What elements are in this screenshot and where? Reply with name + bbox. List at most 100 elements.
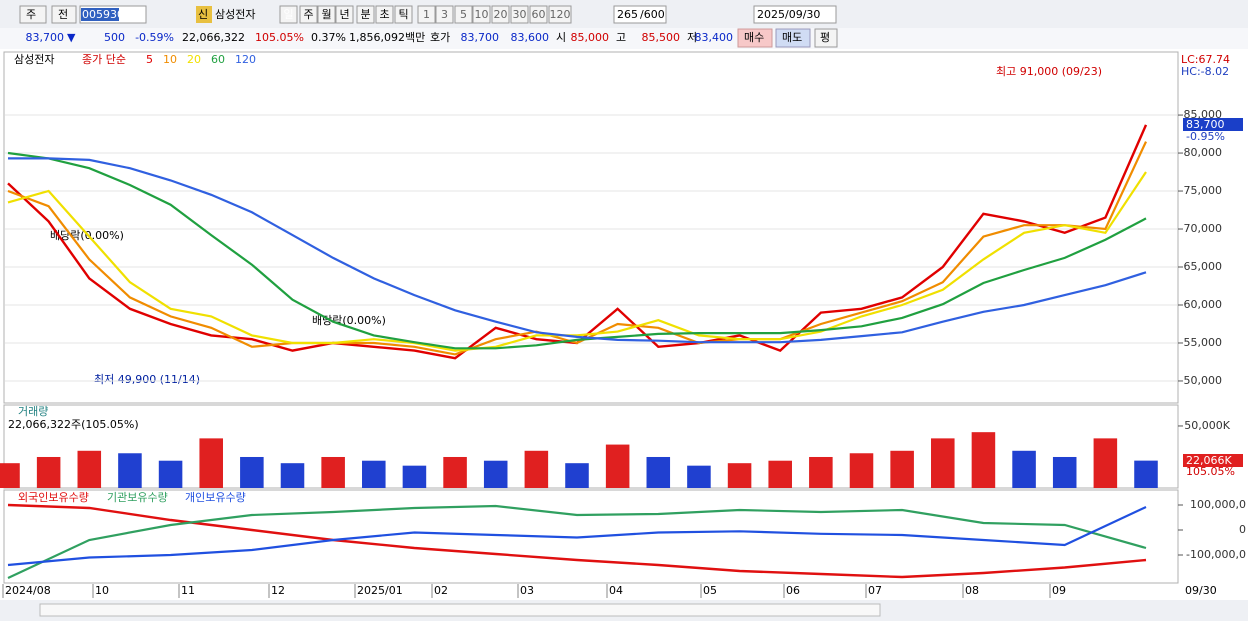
interval: 20 [494, 8, 508, 21]
volume-bar [118, 453, 142, 488]
y-tick-label: -100,000,0 [1186, 548, 1246, 561]
series-line [7, 171, 1147, 352]
series-line [7, 506, 1147, 567]
volume-bar [1012, 450, 1036, 488]
x-tick-label: 09 [1052, 584, 1066, 597]
interval-button[interactable] [529, 5, 548, 24]
period: 일 [283, 7, 293, 21]
interval-button[interactable] [472, 5, 491, 24]
period: 주 [303, 8, 313, 21]
volume-panel [3, 404, 1179, 489]
interval-button[interactable] [548, 5, 572, 24]
legend-entry: 5 [146, 53, 153, 66]
legend-entry: 외국인보유수량 [18, 491, 89, 504]
volume-bar [931, 438, 955, 488]
y-tick-label: 65,000 [1184, 260, 1223, 273]
period-button[interactable] [279, 5, 298, 24]
interval-button[interactable] [435, 5, 454, 24]
volume-bar [646, 456, 671, 488]
y-tick-label: 50,000K [1184, 419, 1230, 432]
volume-bar [890, 450, 914, 488]
type-select[interactable] [51, 5, 77, 24]
y-tick-label: 55,000 [1184, 336, 1223, 349]
sell: 매도 [782, 31, 802, 44]
buy: 매수 [744, 31, 764, 44]
series-line [7, 503, 1147, 579]
volume-bar [443, 456, 467, 488]
last-price: 83,700 [1186, 118, 1225, 131]
lc-label: LC:67.74 [1181, 53, 1230, 66]
x-tick-label: 09/30 [1185, 584, 1217, 597]
y-tick-label: 60,000 [1184, 298, 1223, 311]
sell-button[interactable] [775, 28, 811, 48]
date: 2025/09/30 [757, 8, 820, 21]
volume-ratio: 105.05% [255, 31, 304, 44]
info-bar [0, 28, 1248, 49]
volume: 22,066,322 [182, 31, 245, 44]
legend-entry: 60 [211, 53, 225, 66]
x-tick-label: 05 [703, 584, 717, 597]
interval-button[interactable] [454, 5, 473, 24]
volume-bar [199, 438, 223, 488]
x-tick-label: 03 [520, 584, 534, 597]
code-selection [81, 8, 119, 21]
holdings-panel [3, 489, 1179, 584]
y-tick-label: 50,000 [1184, 374, 1223, 387]
last-price-box [1183, 118, 1243, 131]
y-tick-label: 70,000 [1184, 222, 1223, 235]
volume-bar [402, 465, 427, 488]
volume-bar [1093, 438, 1118, 488]
x-tick-label: 12 [271, 584, 285, 597]
legend-entry: 120 [235, 53, 256, 66]
volume-bar [0, 463, 20, 488]
volume-bar [77, 450, 102, 488]
turnover: 0.37% [311, 31, 346, 44]
date-input[interactable] [753, 5, 837, 24]
period-button[interactable] [356, 5, 375, 24]
series-line [7, 151, 1147, 350]
volume-bar [1052, 456, 1077, 488]
market-select[interactable] [19, 5, 47, 24]
period-button[interactable] [299, 5, 318, 24]
period: 년 [339, 8, 349, 21]
change-pct: -0.59% [135, 31, 174, 44]
series-line [7, 504, 1147, 579]
last-volume-pct: 105.05% [1186, 465, 1235, 478]
hc-label: HC:-8.02 [1181, 65, 1229, 78]
y-tick-label: 100,000,0 [1190, 498, 1246, 511]
interval-button[interactable] [491, 5, 510, 24]
change: 500 [104, 31, 125, 44]
interval-button[interactable] [510, 5, 529, 24]
interval: 30 [513, 8, 527, 21]
period-button[interactable] [335, 5, 354, 24]
legend-entry: 20 [187, 53, 201, 66]
period: 분 [360, 8, 370, 21]
volume-bar [687, 465, 711, 488]
high-annotation: 최고 91,000 (09/23) [996, 65, 1102, 78]
code: 005930 [82, 8, 124, 21]
period-button[interactable] [375, 5, 394, 24]
count-input[interactable] [613, 5, 667, 24]
x-tick-label: 02 [434, 584, 448, 597]
buy-button[interactable] [737, 28, 773, 48]
high-label: 고 [616, 31, 626, 44]
interval-button[interactable] [417, 5, 436, 24]
interval: 120 [550, 8, 571, 21]
series-line [7, 141, 1147, 356]
volume-bar [1134, 460, 1158, 488]
volume-bar [768, 460, 792, 488]
open: 85,000 [571, 31, 610, 44]
badge-bg [196, 6, 212, 23]
volume-bar [280, 463, 305, 488]
period-button[interactable] [317, 5, 336, 24]
series-line [8, 157, 1147, 344]
volume-bar [36, 456, 61, 488]
avg-button[interactable] [814, 28, 838, 48]
stock-name: 삼성전자 [215, 8, 255, 21]
scrollbar[interactable] [39, 603, 881, 617]
amount: 1,856,092백만 [349, 31, 425, 44]
period-button[interactable] [394, 5, 413, 24]
